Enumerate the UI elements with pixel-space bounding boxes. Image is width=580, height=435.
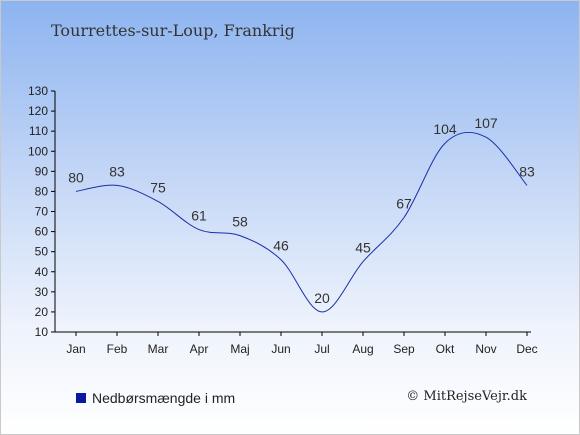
x-tick-label-apr: Apr <box>190 342 209 356</box>
y-tick-label: 130 <box>28 84 48 98</box>
data-label-mar: 75 <box>150 179 166 195</box>
data-label-feb: 83 <box>109 163 125 179</box>
x-tick-label-jun: Jun <box>271 342 290 356</box>
legend-swatch <box>76 393 86 403</box>
y-tick-label: 30 <box>35 285 49 299</box>
legend-label: Nedbørsmængde i mm <box>92 390 236 406</box>
data-label-jan: 80 <box>68 169 84 185</box>
x-tick-label-nov: Nov <box>475 342 496 356</box>
x-tick-label-okt: Okt <box>436 342 455 356</box>
y-tick-label: 20 <box>35 305 49 319</box>
x-tick-label-jan: Jan <box>66 342 85 356</box>
legend: Nedbørsmængde i mm <box>76 390 235 406</box>
x-tick-label-jul: Jul <box>314 342 329 356</box>
x-tick-label-feb: Feb <box>107 342 128 356</box>
data-label-jul: 20 <box>314 290 330 306</box>
x-tick-label-sep: Sep <box>393 342 415 356</box>
series-line <box>75 131 528 313</box>
y-tick-label: 50 <box>35 245 49 259</box>
data-label-sep: 67 <box>396 196 412 212</box>
y-tick-label: 60 <box>35 225 49 239</box>
y-tick-label: 40 <box>35 265 49 279</box>
chart-title: Tourrettes-sur-Loup, Frankrig <box>51 21 295 40</box>
data-label-maj: 58 <box>232 214 248 230</box>
x-tick-label-maj: Maj <box>230 342 249 356</box>
x-tick-label-dec: Dec <box>516 342 537 356</box>
data-label-jun: 46 <box>273 238 289 254</box>
data-label-dec: 83 <box>519 163 535 179</box>
y-tick-label: 100 <box>28 144 48 158</box>
data-label-apr: 61 <box>191 208 207 224</box>
y-tick-label: 120 <box>28 104 48 118</box>
data-label-aug: 45 <box>355 240 371 256</box>
credit-text: © MitRejseVejr.dk <box>406 389 527 404</box>
y-tick-label: 110 <box>29 124 48 138</box>
y-tick-label: 70 <box>35 205 49 219</box>
data-label-okt: 104 <box>433 121 457 137</box>
y-tick-label: 80 <box>35 184 49 198</box>
data-label-nov: 107 <box>474 115 498 131</box>
x-tick-label-mar: Mar <box>148 342 169 356</box>
y-tick-label: 10 <box>35 325 49 339</box>
x-tick-label-aug: Aug <box>352 342 373 356</box>
y-tick-label: 90 <box>35 164 49 178</box>
